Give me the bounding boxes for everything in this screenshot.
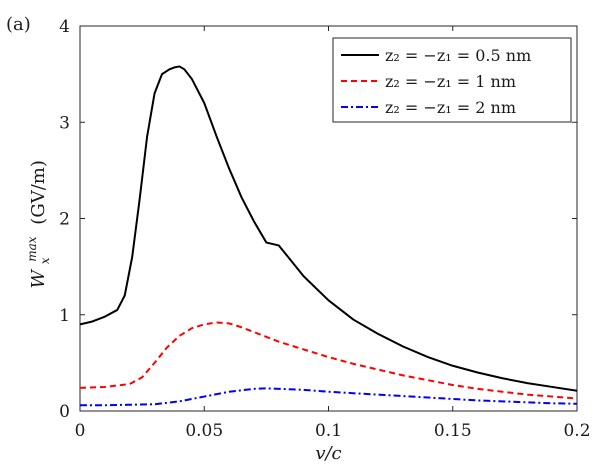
y-label-symbol: W: [28, 269, 49, 289]
y-label-subscript: x: [38, 257, 52, 264]
legend-label-3: z₂ = −z₁ = 2 nm: [385, 98, 516, 117]
x-axis-label-text: v/c: [315, 443, 341, 464]
y-axis-label: W x max (GV/m): [20, 160, 54, 288]
x-tick-label: 0.15: [434, 421, 472, 441]
y-tick-label: 4: [59, 17, 70, 37]
series-line-3: [80, 387, 578, 407]
axis-ticks: 0 0.05 0.1 0.15 0.2 0 1 2 3 4: [59, 17, 590, 441]
y-axis-label-text: W x max (GV/m): [20, 160, 54, 288]
x-tick-label: 0: [75, 421, 86, 441]
y-label-unit: (GV/m): [28, 160, 49, 225]
x-axis-label: v/c: [315, 443, 341, 464]
legend: z₂ = −z₁ = 0.5 nm z₂ = −z₁ = 1 nm z₂ = −z₁…: [332, 37, 572, 123]
panel-label: (a): [6, 14, 31, 35]
legend-label-1: z₂ = −z₁ = 0.5 nm: [385, 46, 531, 65]
legend-label-2: z₂ = −z₁ = 1 nm: [385, 72, 516, 91]
series-lines: [79, 65, 578, 407]
series-line-1: [79, 65, 578, 392]
y-tick-label: 1: [59, 306, 70, 326]
y-tick-label: 0: [59, 402, 70, 422]
y-tick-label: 3: [59, 113, 70, 133]
x-tick-label: 0.05: [185, 421, 223, 441]
x-tick-label: 0.2: [563, 421, 590, 441]
y-tick-label: 2: [59, 210, 70, 230]
y-label-superscript: max: [25, 236, 39, 262]
series-line-2: [79, 321, 578, 400]
x-tick-label: 0.1: [315, 421, 342, 441]
